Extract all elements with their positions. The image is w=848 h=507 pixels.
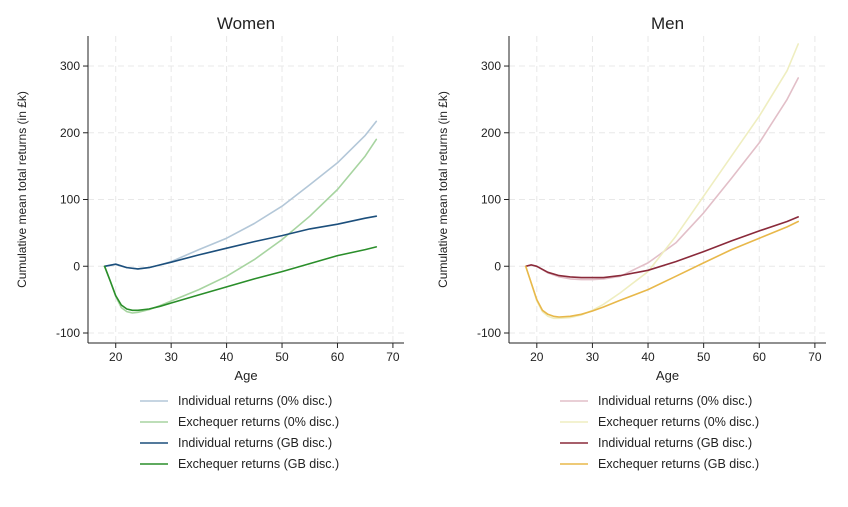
panel-1-title: Women [217,14,275,33]
panel-1-legend-label: Exchequer returns (GB disc.) [178,457,339,471]
panel-1-series-line-2 [103,138,378,314]
panel-2-legend-label: Exchequer returns (0% disc.) [598,415,759,429]
panel-2-x-axis-label: Age [656,368,679,383]
panel-1-series-line-1 [103,120,378,270]
panel-1-y-tick-label: 300 [60,59,80,73]
panel-1-y-tick-label: 200 [60,126,80,140]
panel-2-y-tick-label: 100 [481,193,501,207]
panel-2-x-tick-label: 30 [586,350,600,364]
panel-2-x-tick-label: 50 [697,350,711,364]
panel-1-series-line-4 [103,246,378,312]
panel-1-y-tick-label: 0 [73,259,80,273]
panel-1-legend-label: Exchequer returns (0% disc.) [178,415,339,429]
panel-1-legend-label: Individual returns (0% disc.) [178,394,332,408]
panel-2-x-tick-label: 40 [641,350,655,364]
panel-1-x-tick-label: 70 [386,350,400,364]
panel-2-y-tick-label: 0 [494,259,501,273]
panel-2-legend-label: Individual returns (0% disc.) [598,394,752,408]
panel-1-x-tick-label: 20 [109,350,123,364]
panel-1-x-axis-label: Age [234,368,257,383]
panel-1-y-tick-label: 100 [60,193,80,207]
panel-1-y-tick-label: -100 [56,326,80,340]
panel-1-x-tick-label: 50 [275,350,289,364]
panel-1-x-tick-label: 60 [331,350,345,364]
panel-2-legend-label: Exchequer returns (GB disc.) [598,457,759,471]
panel-2-legend-label: Individual returns (GB disc.) [598,436,752,450]
panel-1-series-line-3 [103,215,378,270]
panel-2-y-axis-label: Cumulative mean total returns (in £k) [436,91,450,288]
panel-2-x-tick-label: 70 [808,350,822,364]
panel-2-title: Men [651,14,684,33]
panel-2-series-line-1 [524,77,800,281]
panel-2-x-tick-label: 20 [530,350,544,364]
panel-1-x-tick-label: 40 [220,350,234,364]
panel-2-y-tick-label: -100 [477,326,501,340]
panel-2-x-tick-label: 60 [753,350,767,364]
panel-2-series-line-3 [524,216,800,279]
panel-1-legend-label: Individual returns (GB disc.) [178,436,332,450]
panel-1-x-tick-label: 30 [164,350,178,364]
panel-2-series-line-4 [524,220,800,318]
panel-1-y-axis-label: Cumulative mean total returns (in £k) [15,91,29,288]
panel-2-y-tick-label: 300 [481,59,501,73]
panel-2-y-tick-label: 200 [481,126,501,140]
